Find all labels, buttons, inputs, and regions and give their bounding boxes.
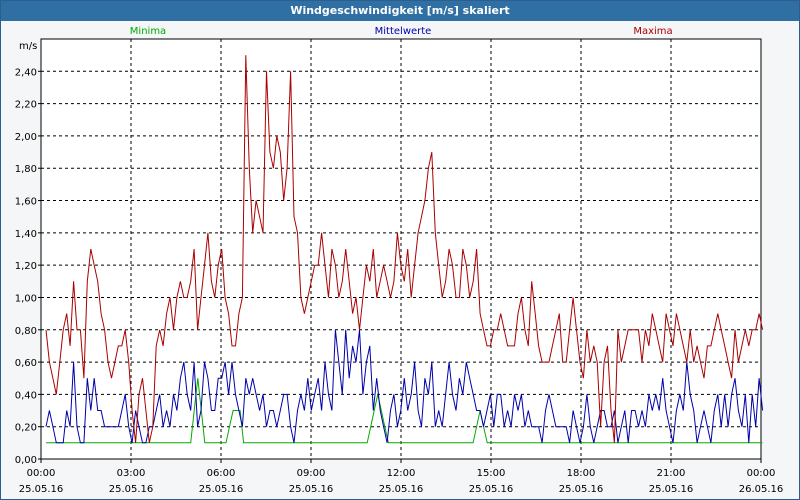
series-line-minima: [46, 378, 763, 444]
y-tick-label: 2,00: [15, 132, 37, 143]
x-tick-date: 25.05.16: [289, 484, 334, 495]
x-tick-time: 00:00: [747, 468, 776, 479]
x-tick-time: 09:00: [297, 468, 326, 479]
y-tick-label: 1,60: [15, 197, 37, 208]
x-tick-date: 25.05.16: [19, 484, 64, 495]
series-line-mittelwerte: [45, 329, 764, 444]
chart-svg: 0,00 0,20 0,40 0,60 0,80 1,00 1,20 1,40 1,60 1,80…: [15, 26, 784, 495]
x-tick-date: 25.05.16: [379, 484, 424, 495]
series-line-maxima: [45, 55, 764, 443]
y-tick-label: 0,20: [15, 423, 37, 434]
x-tick-date: 25.05.16: [199, 484, 244, 495]
x-tick-date: 25.05.16: [649, 484, 694, 495]
y-tick-label: 2,40: [15, 67, 37, 78]
x-tick-date: 26.05.16: [739, 484, 784, 495]
x-tick-time: 18:00: [567, 468, 596, 479]
x-tick-time: 00:00: [27, 468, 56, 479]
x-tick-time: 21:00: [657, 468, 686, 479]
x-tick-time: 12:00: [387, 468, 416, 479]
y-axis-label: m/s: [19, 41, 37, 52]
y-tick-label: 0,80: [15, 326, 37, 337]
legend-minima: Minima: [130, 26, 166, 37]
y-tick-label: 1,00: [15, 293, 37, 304]
y-tick-label: 0,00: [15, 455, 37, 466]
x-tick-time: 03:00: [117, 468, 146, 479]
y-tick-label: 1,80: [15, 164, 37, 175]
x-tick-date: 25.05.16: [469, 484, 514, 495]
x-tick-time: 06:00: [207, 468, 236, 479]
x-tick-date: 25.05.16: [109, 484, 154, 495]
window-title: Windgeschwindigkeit [m/s] skaliert: [1, 1, 799, 21]
y-tick-label: 0,40: [15, 390, 37, 401]
y-tick-label: 0,60: [15, 358, 37, 369]
y-tick-label: 1,40: [15, 229, 37, 240]
y-tick-label: 1,20: [15, 261, 37, 272]
x-tick-time: 15:00: [477, 468, 506, 479]
y-tick-label: 2,20: [15, 100, 37, 111]
x-tick-date: 25.05.16: [559, 484, 604, 495]
legend-mittelwerte: Mittelwerte: [375, 26, 432, 37]
legend-maxima: Maxima: [633, 26, 672, 37]
